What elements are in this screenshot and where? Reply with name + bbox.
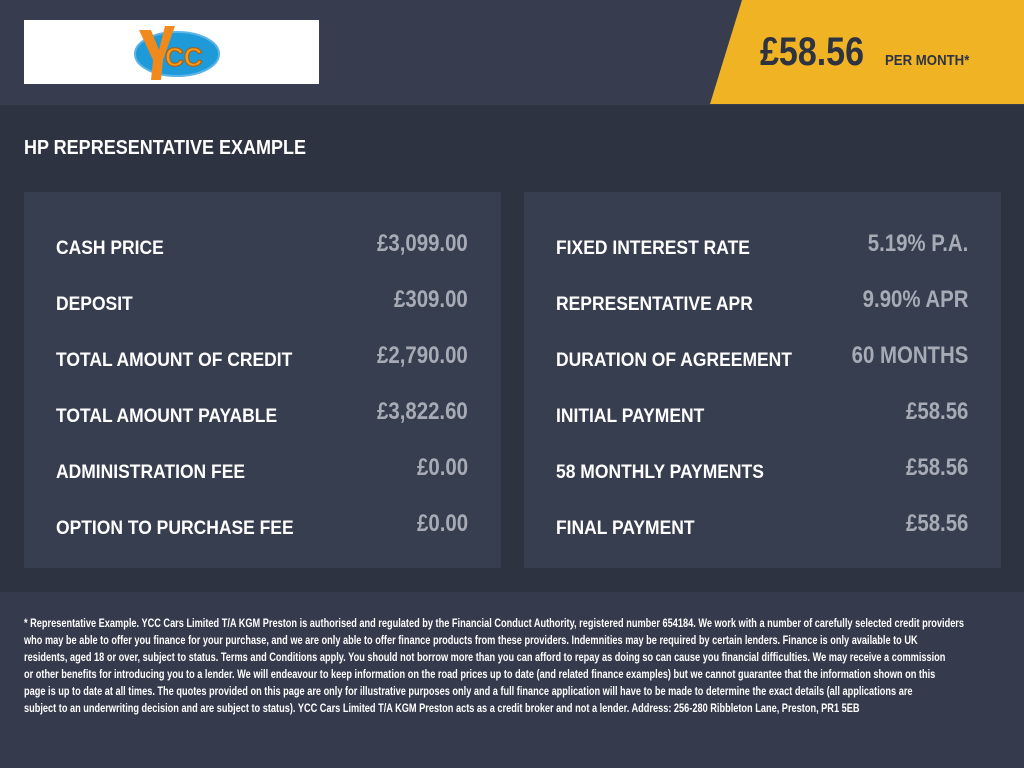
row-label: 58 MONTHLY PAYMENTS — [556, 462, 764, 483]
row-value: £58.56 — [905, 510, 968, 537]
finance-row: 58 MONTHLY PAYMENTS £58.56 — [556, 454, 968, 484]
row-label: REPRESENTATIVE APR — [556, 294, 753, 315]
finance-row: OPTION TO PURCHASE FEE £0.00 — [56, 510, 468, 540]
row-value: £58.56 — [905, 398, 968, 425]
finance-row: TOTAL AMOUNT OF CREDIT £2,790.00 — [56, 342, 468, 372]
monthly-price-badge: £58.56 PER MONTH* — [710, 0, 1024, 104]
row-value: £2,790.00 — [377, 342, 468, 369]
row-label: FINAL PAYMENT — [556, 518, 695, 539]
row-label: ADMINISTRATION FEE — [56, 462, 246, 483]
finance-row: TOTAL AMOUNT PAYABLE £3,822.60 — [56, 398, 468, 428]
row-label: FIXED INTEREST RATE — [556, 238, 750, 259]
page-title: HP REPRESENTATIVE EXAMPLE — [24, 137, 307, 159]
disclaimer-line: residents, aged 18 or over, subject to s… — [24, 652, 946, 664]
row-label: DEPOSIT — [56, 294, 133, 315]
row-value: 9.90% APR — [862, 286, 968, 313]
finance-row: REPRESENTATIVE APR 9.90% APR — [556, 286, 968, 316]
disclaimer-line: page is up to date at all times. The quo… — [24, 686, 913, 698]
disclaimer-line: or other benefits for introducing you to… — [24, 669, 936, 681]
finance-row: FIXED INTEREST RATE 5.19% P.A. — [556, 230, 968, 260]
row-label: TOTAL AMOUNT PAYABLE — [56, 406, 278, 427]
disclaimer-footer: * Representative Example. YCC Cars Limit… — [0, 592, 1024, 768]
row-label: DURATION OF AGREEMENT — [556, 350, 792, 371]
row-value: £58.56 — [905, 454, 968, 481]
row-value: 60 MONTHS — [851, 342, 968, 369]
row-label: TOTAL AMOUNT OF CREDIT — [56, 350, 293, 371]
row-value: £0.00 — [416, 510, 468, 537]
row-label: OPTION TO PURCHASE FEE — [56, 518, 294, 539]
finance-row: INITIAL PAYMENT £58.56 — [556, 398, 968, 428]
row-value: £309.00 — [394, 286, 468, 313]
finance-panel-left: CASH PRICE £3,099.00 DEPOSIT £309.00 TOTAL… — [24, 192, 501, 568]
disclaimer-line: * Representative Example. YCC Cars Limit… — [24, 618, 965, 630]
row-value: 5.19% P.A. — [867, 230, 968, 257]
disclaimer-line: subject to an underwriting decision and … — [24, 703, 860, 715]
disclaimer-text: * Representative Example. YCC Cars Limit… — [24, 616, 964, 718]
monthly-price: £58.56 — [760, 30, 864, 74]
finance-row: ADMINISTRATION FEE £0.00 — [56, 454, 468, 484]
finance-row: DURATION OF AGREEMENT 60 MONTHS — [556, 342, 968, 372]
finance-row: DEPOSIT £309.00 — [56, 286, 468, 316]
svg-text:CC: CC — [165, 42, 203, 72]
finance-panel-right: FIXED INTEREST RATE 5.19% P.A. REPRESENTA… — [524, 192, 1001, 568]
finance-row: CASH PRICE £3,099.00 — [56, 230, 468, 260]
row-label: CASH PRICE — [56, 238, 164, 259]
ycc-logo-image: CC — [133, 26, 220, 80]
row-value: £3,822.60 — [377, 398, 468, 425]
row-value: £0.00 — [416, 454, 468, 481]
header: CC £58.56 PER MONTH* — [0, 0, 1024, 105]
finance-row: FINAL PAYMENT £58.56 — [556, 510, 968, 540]
ycc-logo[interactable]: CC — [24, 20, 319, 84]
disclaimer-line: who may be able to offer you finance for… — [24, 635, 918, 647]
row-value: £3,099.00 — [377, 230, 468, 257]
row-label: INITIAL PAYMENT — [556, 406, 705, 427]
per-month-label: PER MONTH* — [885, 52, 970, 69]
